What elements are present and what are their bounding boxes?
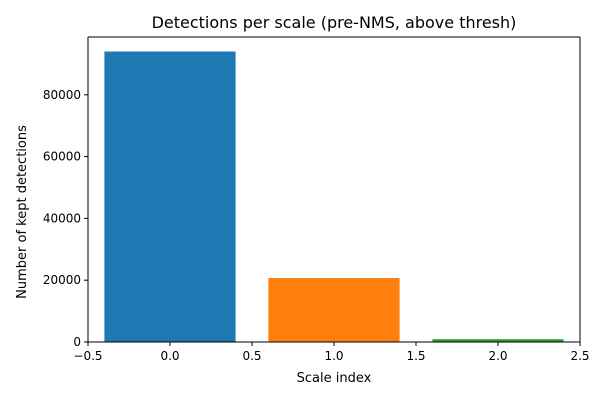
bars-group xyxy=(104,51,564,343)
chart-title: Detections per scale (pre-NMS, above thr… xyxy=(152,13,517,32)
bar-1 xyxy=(268,278,400,342)
y-tick-label-2: 40000 xyxy=(43,211,81,225)
x-tick-label-3: 1.0 xyxy=(324,349,343,363)
x-axis-label: Scale index xyxy=(297,371,372,386)
y-tick-label-3: 60000 xyxy=(43,150,81,164)
x-tick-label-6: 2.5 xyxy=(570,349,589,363)
ticks-group: −0.5 0.0 0.5 1.0 1.5 2.0 2.5 0 20000 40000 60000 80… xyxy=(43,88,590,363)
x-tick-label-5: 2.0 xyxy=(488,349,507,363)
bar-2 xyxy=(432,339,564,342)
y-axis-label: Number of kept detections xyxy=(15,125,30,299)
y-tick-label-0: 0 xyxy=(73,335,81,349)
x-tick-label-4: 1.5 xyxy=(406,349,425,363)
y-tick-label-1: 20000 xyxy=(43,273,81,287)
bar-0 xyxy=(104,51,236,343)
x-tick-label-2: 0.5 xyxy=(242,349,261,363)
x-tick-label-0: −0.5 xyxy=(73,349,102,363)
y-tick-label-4: 80000 xyxy=(43,88,81,102)
x-tick-label-1: 0.0 xyxy=(160,349,179,363)
